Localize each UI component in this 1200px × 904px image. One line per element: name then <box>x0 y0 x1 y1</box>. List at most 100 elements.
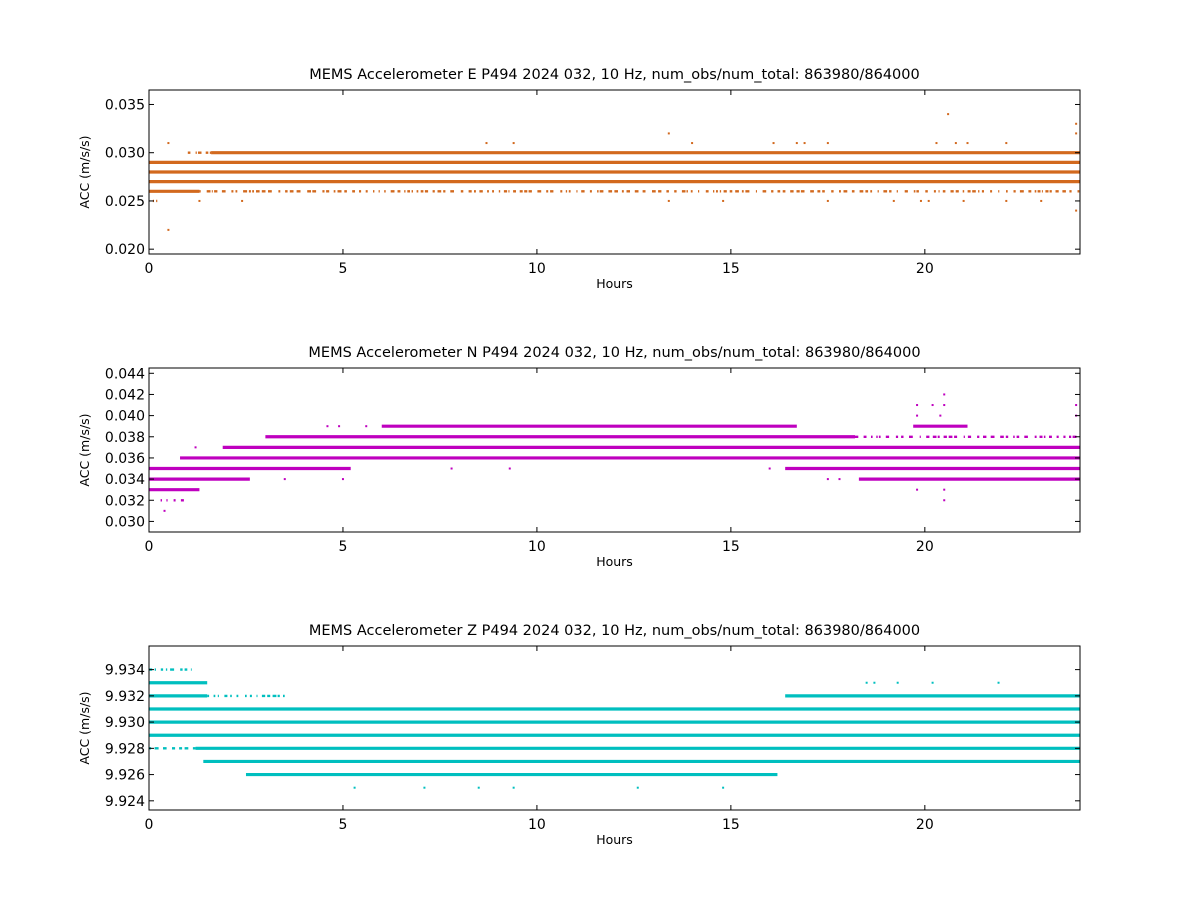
data-point <box>450 467 453 470</box>
x-axis-label: Hours <box>596 276 633 291</box>
axes-frame <box>148 367 1081 533</box>
x-tick-label: 5 <box>338 261 347 277</box>
data-point <box>935 142 938 145</box>
data-point <box>873 681 876 684</box>
data-point <box>997 681 1000 684</box>
data-point <box>667 199 670 202</box>
data-point <box>477 786 480 789</box>
data-point <box>826 199 829 202</box>
data-point <box>939 414 942 417</box>
data-point <box>1040 199 1043 202</box>
data-point <box>722 199 725 202</box>
plot-marks <box>149 668 1080 789</box>
data-point <box>1075 209 1078 212</box>
data-point <box>1075 404 1078 407</box>
y-tick-label: 9.934 <box>105 663 145 679</box>
y-tick-label: 9.932 <box>105 689 145 705</box>
data-point <box>916 404 919 407</box>
x-tick-label: 0 <box>145 817 154 833</box>
y-tick-label: 9.928 <box>105 741 145 757</box>
data-point <box>1005 199 1008 202</box>
data-point <box>943 499 946 502</box>
x-tick-label: 15 <box>722 539 740 555</box>
x-axis-label: Hours <box>596 832 633 847</box>
y-tick-label: 0.042 <box>105 387 145 403</box>
data-point <box>826 142 829 145</box>
data-point <box>1005 142 1008 145</box>
data-point <box>892 199 895 202</box>
data-point <box>167 228 170 231</box>
data-point <box>966 142 969 145</box>
x-tick-label: 15 <box>722 817 740 833</box>
y-tick-label: 0.038 <box>105 430 145 446</box>
x-tick-label: 20 <box>916 817 934 833</box>
data-point <box>1075 122 1078 125</box>
chart-title: MEMS Accelerometer N P494 2024 032, 10 H… <box>308 345 920 361</box>
data-point <box>691 142 694 145</box>
axes-frame <box>148 89 1081 255</box>
x-tick-label: 10 <box>528 817 546 833</box>
data-point <box>954 142 957 145</box>
data-point <box>365 425 368 428</box>
data-point <box>1075 132 1078 135</box>
data-point <box>795 142 798 145</box>
data-point <box>722 786 725 789</box>
data-point <box>943 488 946 491</box>
axes-frame <box>148 645 1081 811</box>
data-point <box>826 478 829 481</box>
data-point <box>341 478 344 481</box>
data-point <box>803 142 806 145</box>
plot-marks <box>149 113 1080 231</box>
data-point <box>241 199 244 202</box>
chart-panel-1: 0 5 10 15 20 0.020 0.025 0.030 0.035 MEMS Acceler… <box>77 67 1081 291</box>
data-point <box>931 681 934 684</box>
x-tick-label: 15 <box>722 261 740 277</box>
y-tick-label: 0.034 <box>105 472 145 488</box>
data-point <box>919 199 922 202</box>
y-axis-label: ACC (m/s/s) <box>77 413 92 486</box>
data-point <box>916 414 919 417</box>
data-point <box>772 142 775 145</box>
data-point <box>423 786 426 789</box>
data-point <box>931 404 934 407</box>
y-tick-label: 0.044 <box>105 366 145 382</box>
data-point <box>943 393 946 396</box>
data-point <box>194 446 197 449</box>
y-tick-label: 0.040 <box>105 409 145 425</box>
x-tick-label: 5 <box>338 539 347 555</box>
data-point <box>512 786 515 789</box>
x-tick-label: 20 <box>916 261 934 277</box>
x-axis-label: Hours <box>596 554 633 569</box>
data-point <box>512 142 515 145</box>
data-point <box>865 681 868 684</box>
data-point <box>167 142 170 145</box>
plot-marks <box>149 393 1080 512</box>
y-axis-label: ACC (m/s/s) <box>77 135 92 208</box>
data-point <box>927 199 930 202</box>
x-tick-label: 10 <box>528 261 546 277</box>
data-point <box>947 113 950 116</box>
y-tick-label: 9.930 <box>105 715 145 731</box>
data-point <box>283 478 286 481</box>
x-tick-label: 10 <box>528 539 546 555</box>
chart-panel-3: 0 5 10 15 20 9.924 9.926 9.928 9.930 9.932 9.934 ME… <box>77 623 1081 847</box>
y-tick-label: 0.036 <box>105 451 145 467</box>
chart-title: MEMS Accelerometer E P494 2024 032, 10 H… <box>309 67 919 83</box>
x-tick-label: 0 <box>145 261 154 277</box>
y-tick-label: 0.032 <box>105 493 145 509</box>
data-point <box>198 199 201 202</box>
data-point <box>896 681 899 684</box>
x-tick-label: 0 <box>145 539 154 555</box>
data-point <box>485 142 488 145</box>
y-tick-label: 0.030 <box>105 514 145 530</box>
data-point <box>636 786 639 789</box>
chart-title: MEMS Accelerometer Z P494 2024 032, 10 H… <box>309 623 920 639</box>
data-point <box>838 478 841 481</box>
x-tick-label: 20 <box>916 539 934 555</box>
data-point <box>353 786 356 789</box>
data-point <box>326 425 329 428</box>
data-point <box>916 488 919 491</box>
data-point <box>943 404 946 407</box>
